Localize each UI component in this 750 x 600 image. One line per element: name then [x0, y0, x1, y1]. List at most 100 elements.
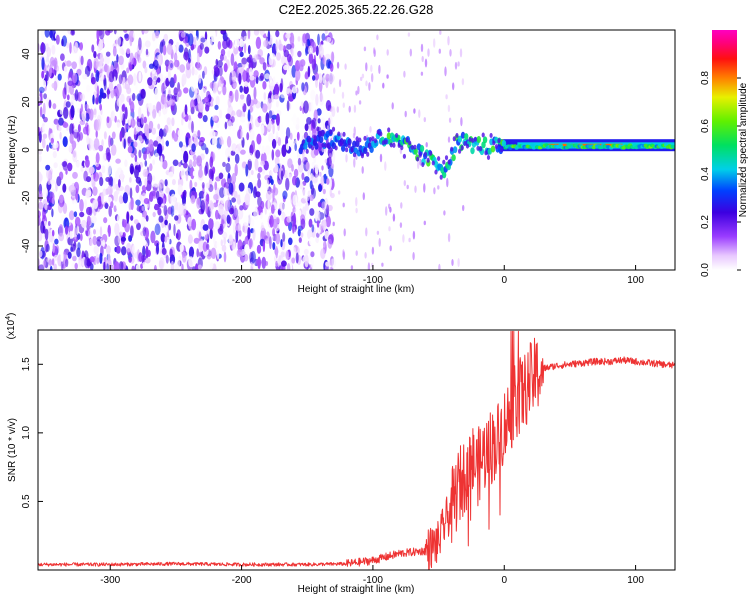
noise-speckle [233, 45, 239, 55]
noise-speckle [174, 215, 179, 221]
noise-speckle [325, 165, 328, 177]
noise-speckle [102, 239, 106, 248]
noise-speckle [167, 69, 171, 82]
noise-speckle [230, 53, 235, 66]
signal-halo [421, 162, 425, 168]
noise-speckle [382, 82, 385, 89]
noise-speckle [257, 166, 263, 173]
noise-speckle [172, 159, 179, 167]
signal-halo [434, 169, 438, 175]
noise-speckle [325, 215, 331, 228]
signal-halo [437, 156, 441, 162]
noise-speckle [49, 179, 56, 185]
noise-speckle [144, 40, 151, 48]
noise-speckle [156, 144, 163, 155]
noise-speckle [43, 93, 47, 100]
noise-speckle [265, 261, 269, 266]
noise-speckle [289, 132, 293, 140]
noise-speckle [175, 232, 179, 239]
noise-speckle [255, 149, 261, 159]
snr-scale-factor: (x104) [5, 313, 17, 340]
noise-speckle [173, 223, 176, 236]
noise-speckle [265, 238, 271, 245]
noise-speckle [133, 127, 137, 140]
noise-speckle [322, 54, 325, 65]
noise-speckle [44, 37, 49, 44]
noise-speckle [223, 182, 230, 189]
noise-speckle [238, 182, 245, 192]
noise-speckle [243, 215, 250, 227]
noise-speckle [177, 129, 184, 138]
noise-speckle [151, 31, 156, 42]
noise-speckle [122, 39, 127, 51]
noise-speckle [192, 35, 199, 46]
noise-speckle [53, 162, 58, 169]
noise-speckle [168, 217, 173, 225]
noise-speckle [171, 94, 176, 100]
noise-speckle [268, 218, 272, 225]
signal-halo [468, 137, 472, 142]
noise-speckle [292, 247, 297, 259]
signal-mark [457, 135, 463, 143]
noise-speckle [255, 191, 261, 198]
noise-speckle [168, 176, 173, 186]
noise-speckle [325, 261, 331, 267]
noise-speckle [451, 259, 454, 266]
noise-speckle [371, 73, 374, 83]
signal-halo [305, 148, 309, 154]
noise-speckle [138, 252, 143, 263]
noise-speckle [447, 136, 451, 143]
noise-speckle [140, 216, 146, 228]
noise-speckle [259, 30, 265, 36]
noise-speckle [144, 257, 151, 264]
noise-speckle [297, 60, 303, 67]
noise-speckle [178, 162, 182, 167]
noise-speckle [272, 76, 276, 87]
noise-speckle [260, 160, 265, 166]
noise-speckle [253, 30, 260, 36]
noise-speckle [180, 168, 186, 179]
noise-speckle [316, 220, 320, 228]
snr-scale-label: (x10 [6, 319, 17, 339]
noise-speckle [219, 187, 225, 199]
noise-speckle [157, 196, 163, 205]
noise-speckle [244, 244, 250, 254]
noise-speckle [386, 74, 389, 79]
noise-speckle [213, 233, 216, 245]
noise-speckle [289, 32, 295, 46]
noise-speckle [362, 192, 365, 201]
noise-speckle [336, 61, 340, 69]
noise-speckle [198, 140, 205, 147]
noise-speckle [129, 177, 132, 183]
noise-speckle [163, 33, 169, 42]
noise-speckle [71, 30, 75, 35]
noise-speckle [326, 204, 330, 218]
noise-speckle [138, 71, 142, 82]
noise-speckle [128, 256, 132, 263]
noise-speckle [447, 104, 451, 113]
snr-y-tick-label: 1.5 [21, 357, 32, 371]
noise-speckle [38, 264, 45, 270]
noise-speckle [116, 35, 121, 47]
signal-halo [345, 147, 349, 153]
noise-speckle [98, 145, 104, 152]
noise-speckle [108, 71, 115, 83]
signal-halo [310, 145, 315, 151]
noise-speckle [179, 64, 186, 73]
noise-speckle [63, 66, 68, 73]
spectrogram-noise-region [38, 30, 465, 270]
noise-speckle [305, 46, 308, 56]
snr-x-tick-label: 100 [627, 575, 644, 586]
noise-speckle [41, 70, 45, 79]
noise-speckle [261, 145, 265, 154]
noise-speckle [302, 33, 308, 44]
noise-speckle [265, 112, 270, 125]
noise-speckle [260, 115, 267, 123]
noise-speckle [368, 82, 371, 91]
noise-speckle [95, 97, 99, 105]
noise-speckle [84, 199, 87, 209]
noise-speckle [101, 165, 106, 174]
noise-speckle [445, 94, 448, 100]
signal-halo [458, 148, 462, 154]
snr-frame [37, 329, 676, 571]
